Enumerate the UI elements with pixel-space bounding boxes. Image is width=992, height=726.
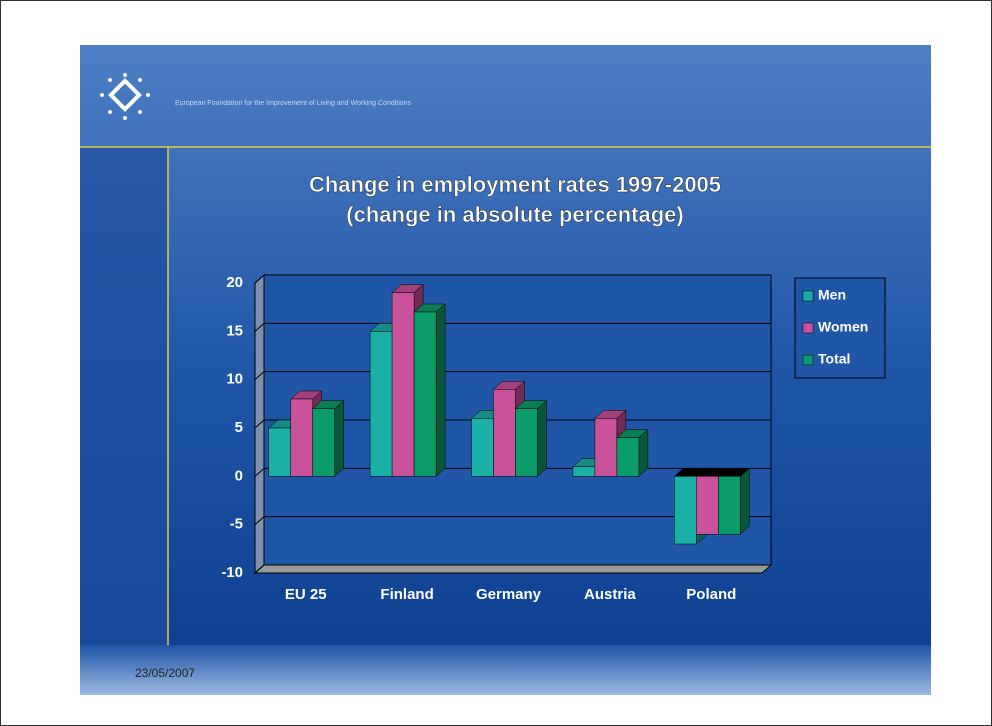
x-tick-label: Poland bbox=[686, 586, 736, 603]
bar bbox=[493, 389, 516, 477]
y-tick-label: 5 bbox=[235, 419, 243, 436]
bar bbox=[616, 437, 640, 477]
bar bbox=[312, 408, 335, 477]
grid-line bbox=[254, 274, 771, 284]
bar bbox=[718, 476, 741, 535]
y-tick-label: 0 bbox=[235, 467, 243, 484]
bar bbox=[594, 418, 618, 477]
bar bbox=[674, 476, 697, 545]
organisation: European Foundation for the Improvement … bbox=[175, 100, 412, 107]
footer-band bbox=[80, 645, 931, 695]
floor bbox=[253, 564, 773, 574]
chart-subtitle: (change in absolute percentage) bbox=[346, 202, 683, 227]
grid-line bbox=[254, 516, 771, 526]
legend-swatch bbox=[802, 290, 814, 302]
bar bbox=[515, 408, 538, 477]
x-tick-label: Germany bbox=[476, 586, 542, 603]
x-tick-label: Finland bbox=[380, 586, 433, 603]
legend-label: Men bbox=[818, 287, 846, 303]
bar bbox=[369, 331, 393, 477]
legend-swatch bbox=[802, 322, 814, 334]
grid-line bbox=[254, 564, 771, 574]
bar bbox=[391, 292, 415, 477]
bar-side bbox=[334, 400, 344, 477]
grid-line bbox=[254, 322, 771, 332]
bar-side bbox=[537, 400, 547, 477]
legend-label: Women bbox=[818, 319, 868, 335]
y-tick-label: -10 bbox=[221, 564, 243, 581]
legend-label: Total bbox=[818, 351, 850, 367]
bar-side bbox=[740, 467, 750, 535]
bar bbox=[471, 418, 494, 477]
logo bbox=[100, 73, 150, 120]
y-tick-label: 15 bbox=[226, 322, 243, 339]
bar bbox=[413, 311, 437, 477]
y-tick-label: 10 bbox=[226, 371, 243, 388]
bar-side bbox=[435, 303, 446, 477]
left-panel bbox=[80, 147, 168, 645]
y-tick-label: 20 bbox=[226, 274, 243, 291]
bar bbox=[572, 466, 596, 477]
legend-swatch bbox=[802, 354, 814, 366]
y-tick-label: -5 bbox=[230, 516, 243, 533]
bar bbox=[290, 398, 313, 477]
x-tick-label: EU 25 bbox=[285, 586, 327, 603]
bar bbox=[268, 427, 291, 477]
x-tick-label: Austria bbox=[584, 586, 636, 603]
chart-title: Change in employment rates 1997-2005 bbox=[309, 172, 721, 197]
grid-line bbox=[254, 371, 771, 381]
date: 23/05/2007 bbox=[135, 666, 195, 680]
bar bbox=[696, 476, 719, 535]
